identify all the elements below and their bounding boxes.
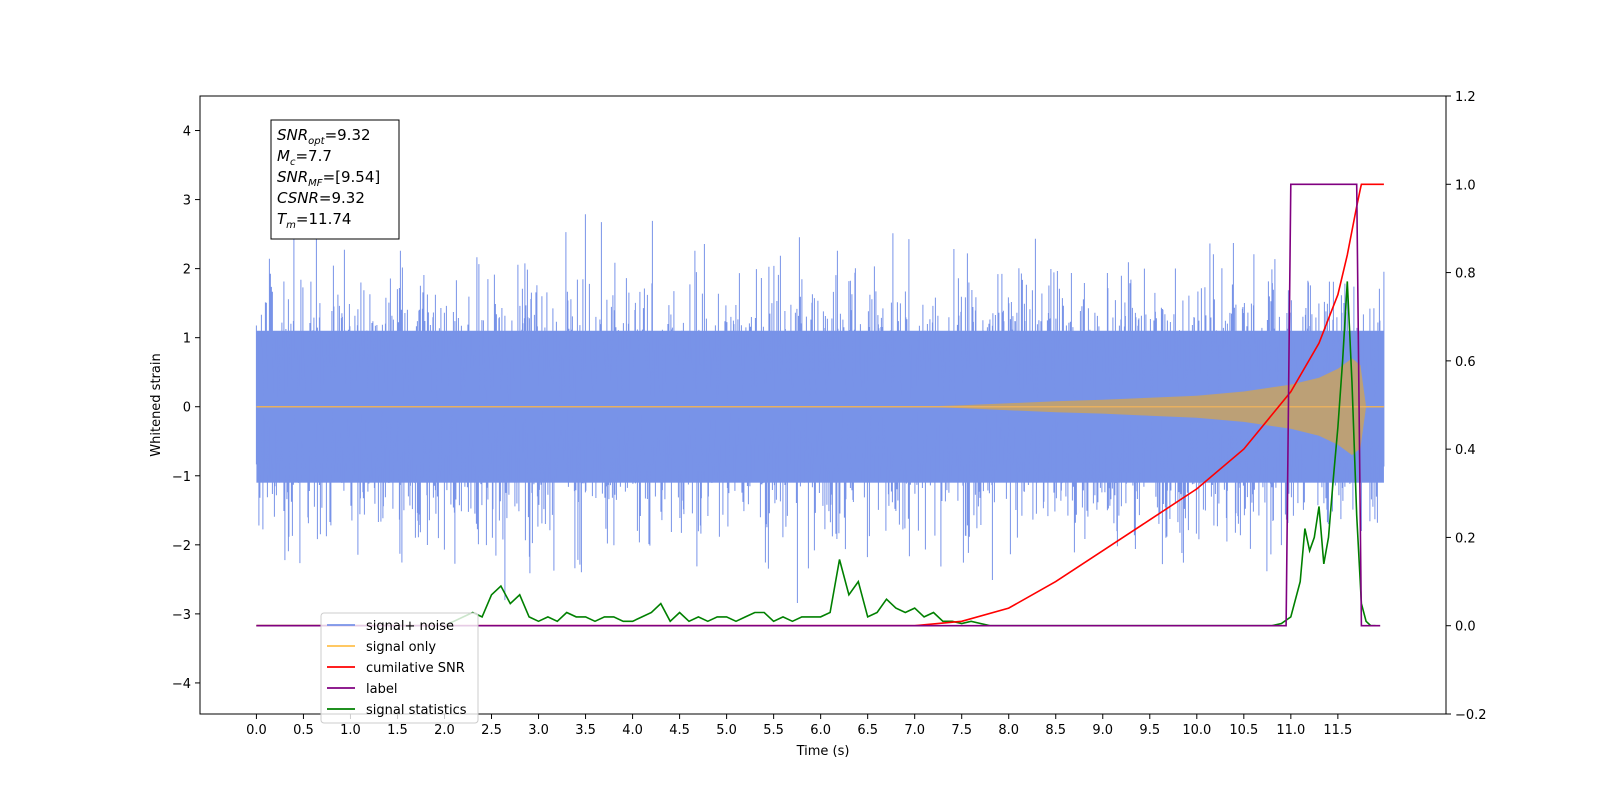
legend: signal+ noise signal only cumilative SNR la…	[320, 612, 479, 724]
annotation-subscript: MF	[308, 178, 323, 189]
series-layer	[255, 183, 1385, 627]
legend-label: label	[366, 682, 397, 697]
annotation-value: =[9.54]	[323, 168, 381, 186]
annotation-subscript: c	[290, 157, 296, 168]
x-tick-label: 0.0	[246, 723, 267, 738]
y2-tick-label: 1.0	[1455, 178, 1476, 193]
y2-axis-ticks: −0.2 0.0 0.2 0.4 0.6 0.8 1.0 1.2	[1446, 90, 1487, 723]
x-tick-label: 3.5	[575, 723, 596, 738]
x-tick-label: 9.5	[1139, 723, 1160, 738]
y-tick-label: 3	[183, 194, 191, 209]
x-tick-label: 3.0	[528, 723, 549, 738]
legend-frame	[320, 612, 479, 724]
x-tick-label: 2.0	[434, 723, 455, 738]
x-tick-label: 1.0	[340, 723, 361, 738]
x-tick-label: 10.0	[1182, 723, 1211, 738]
y2-tick-label: 0.2	[1455, 531, 1476, 546]
annotation-line: CSNR=9.32	[277, 189, 365, 207]
series-signal-statistics	[256, 281, 1376, 627]
y-tick-label: −4	[172, 677, 191, 692]
annotation-subscript: m	[286, 220, 296, 231]
y-tick-label: 2	[183, 263, 191, 278]
annotation-symbol: SNR	[277, 126, 308, 144]
legend-label: signal+ noise	[366, 619, 454, 634]
x-tick-label: 7.5	[951, 723, 972, 738]
x-tick-label: 2.5	[481, 723, 502, 738]
y2-tick-label: 1.2	[1455, 90, 1476, 105]
series-label	[256, 183, 1381, 627]
annotation-value: =11.74	[296, 210, 352, 228]
legend-label: signal statistics	[366, 703, 467, 718]
x-tick-label: 8.0	[998, 723, 1019, 738]
x-axis-label: Time (s)	[796, 744, 850, 759]
x-tick-label: 9.0	[1092, 723, 1113, 738]
y-tick-label: 0	[183, 401, 191, 416]
series-signal-noise	[255, 214, 1385, 603]
annotation-frame	[270, 119, 400, 240]
y2-tick-label: 0.4	[1455, 443, 1476, 458]
annotation-symbol: M	[277, 147, 290, 165]
x-tick-label: 5.0	[716, 723, 737, 738]
y-tick-label: −1	[172, 470, 191, 485]
annotation-value: =7.7	[295, 147, 331, 165]
x-tick-label: 6.0	[810, 723, 831, 738]
y-tick-label: −3	[172, 608, 191, 623]
y-tick-label: −2	[172, 539, 191, 554]
annotation-line: Tm=11.74	[277, 210, 351, 231]
annotation-symbol: T	[277, 210, 288, 228]
annotation-line: Mc=7.7	[277, 147, 332, 168]
y-tick-label: 4	[183, 125, 191, 140]
y2-tick-label: 0.6	[1455, 355, 1476, 370]
x-tick-label: 6.5	[857, 723, 878, 738]
x-tick-label: 4.0	[622, 723, 643, 738]
legend-label: signal only	[366, 640, 436, 655]
x-tick-label: 1.5	[387, 723, 408, 738]
annotation-box: SNRopt=9.32Mc=7.7SNRMF=[9.54]CSNR=9.32Tm…	[270, 119, 400, 240]
x-tick-label: 11.5	[1323, 723, 1352, 738]
annotation-value: =9.32	[319, 189, 365, 207]
x-tick-label: 5.5	[763, 723, 784, 738]
x-tick-label: 0.5	[293, 723, 314, 738]
x-tick-label: 7.0	[904, 723, 925, 738]
series-cumulative-snr	[256, 183, 1384, 627]
y2-tick-label: −0.2	[1455, 708, 1487, 723]
annotation-line: SNRMF=[9.54]	[277, 168, 380, 189]
annotation-value: =9.32	[325, 126, 371, 144]
annotation-symbol: SNR	[277, 168, 308, 186]
annotation-subscript: opt	[308, 136, 325, 147]
annotation-line: SNRopt=9.32	[277, 126, 371, 147]
annotation-symbol: CSNR	[277, 189, 319, 207]
x-tick-label: 4.5	[669, 723, 690, 738]
x-tick-label: 8.5	[1045, 723, 1066, 738]
y2-tick-label: 0.8	[1455, 267, 1476, 282]
plot-area-frame	[199, 95, 1447, 715]
legend-label: cumilative SNR	[366, 661, 465, 676]
y-axis-label: Whitened strain	[149, 353, 164, 456]
x-tick-label: 11.0	[1276, 723, 1305, 738]
x-tick-label: 10.5	[1229, 723, 1258, 738]
y-axis-ticks: −4 −3 −2 −1 0 1 2 3 4	[172, 125, 200, 692]
y2-tick-label: 0.0	[1455, 620, 1476, 635]
y-tick-label: 1	[183, 332, 191, 347]
